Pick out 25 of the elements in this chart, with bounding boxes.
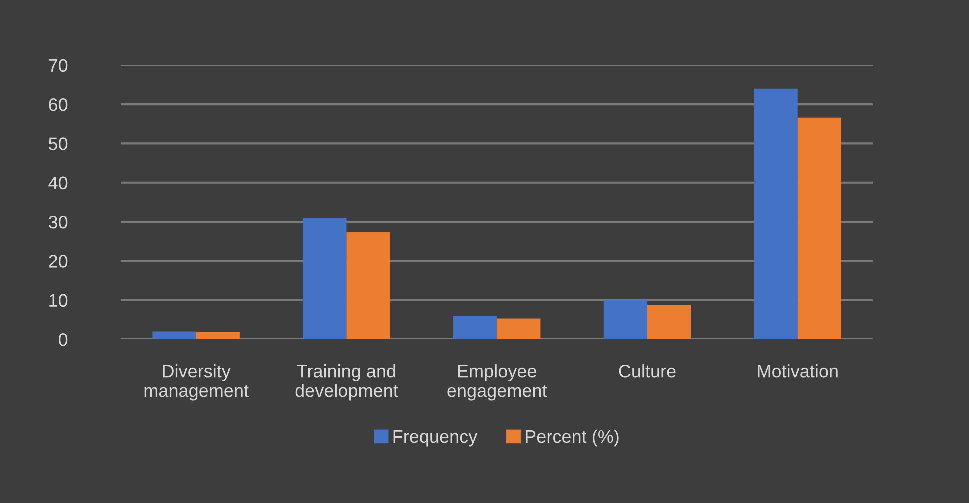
bar bbox=[497, 318, 541, 340]
y-tick-label: 50 bbox=[48, 138, 68, 150]
bar bbox=[152, 332, 196, 340]
y-tick-label: 40 bbox=[48, 176, 68, 190]
bar bbox=[346, 232, 390, 340]
x-tick-label: Diversity management bbox=[144, 364, 249, 401]
bar bbox=[196, 332, 240, 340]
y-tick-label: 0 bbox=[59, 333, 68, 346]
x-tick-label: Training and development bbox=[296, 364, 398, 401]
x-tick-label: Motivation bbox=[758, 364, 838, 378]
y-tick-label: 10 bbox=[50, 294, 68, 308]
bar bbox=[647, 305, 692, 340]
bar bbox=[754, 88, 798, 340]
x-tick-label: Employee engagement bbox=[448, 364, 548, 401]
legend-label: Frequency bbox=[394, 430, 478, 447]
bar bbox=[453, 316, 498, 340]
y-tick-label: 60 bbox=[49, 98, 68, 112]
y-tick-label: 70 bbox=[49, 59, 68, 72]
y-tick-label: 20 bbox=[49, 255, 68, 268]
bar bbox=[798, 118, 842, 340]
x-tick-label: Culture bbox=[619, 364, 676, 378]
bar bbox=[604, 300, 648, 340]
y-tick-label: 30 bbox=[48, 216, 68, 229]
bar bbox=[303, 218, 347, 340]
legend-label: Percent (%) bbox=[526, 430, 619, 447]
